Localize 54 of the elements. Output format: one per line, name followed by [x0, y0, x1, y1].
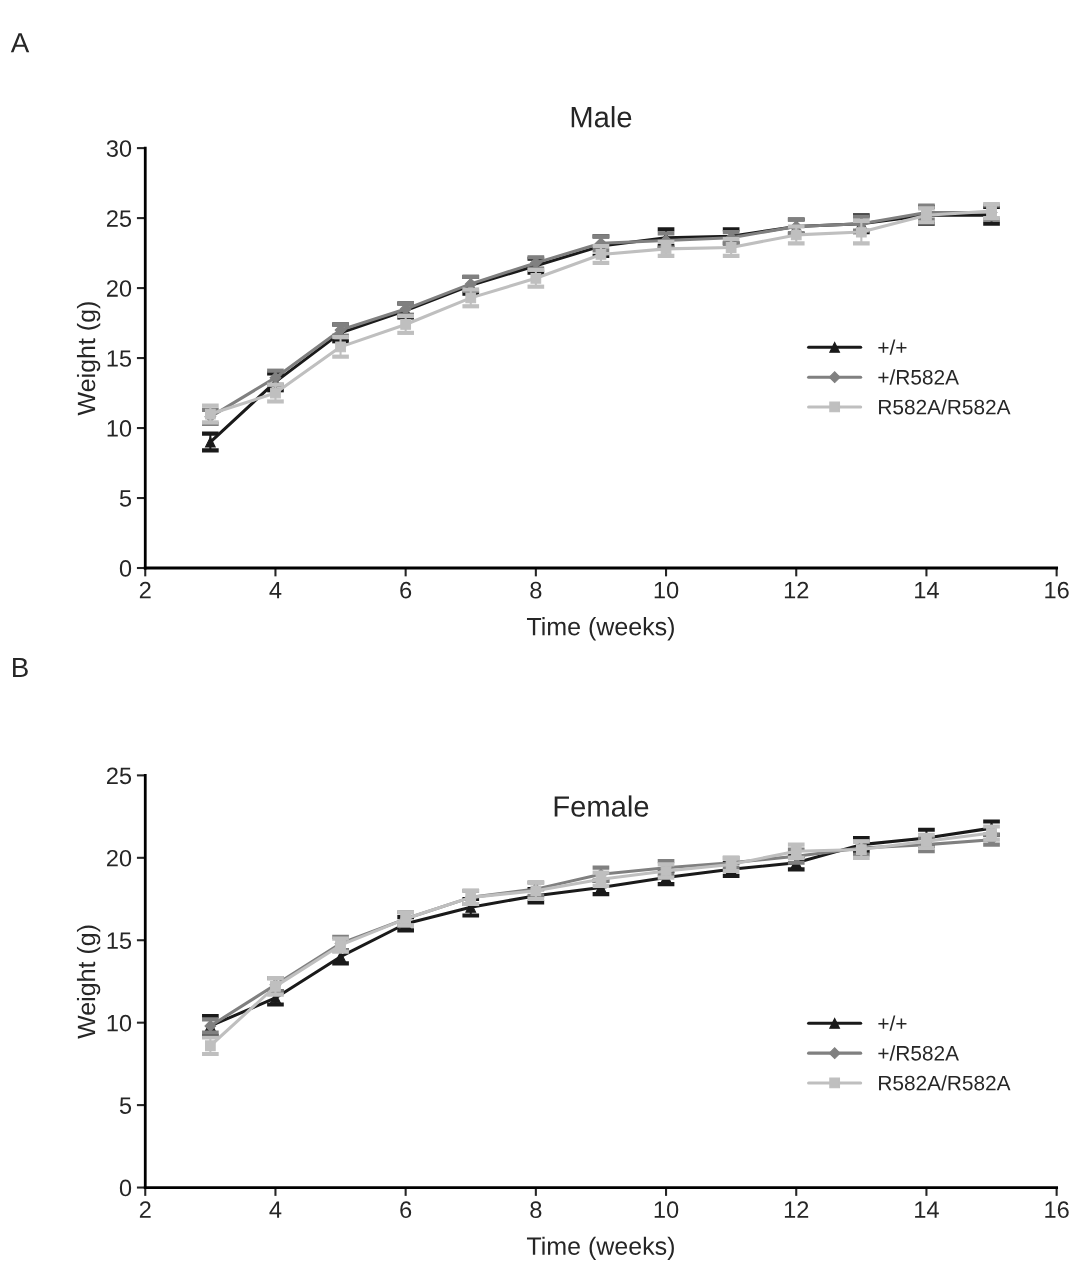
point [270, 387, 281, 399]
y-tick-label: 30 [106, 140, 132, 157]
x-tick-label: 4 [269, 1201, 282, 1218]
text: A [10, 33, 30, 53]
point [855, 226, 867, 238]
x-tick-label: 2 [139, 581, 151, 599]
text: Female [554, 795, 649, 817]
y-axis-title: Weight (g) [76, 302, 101, 416]
x-tick-label: 12 [784, 1201, 809, 1218]
point [595, 249, 607, 260]
y-tick-label: 15 [107, 932, 132, 950]
x-tick-label: 16 [1045, 581, 1069, 599]
y-tick-label: 10 [107, 420, 132, 437]
x-tick-label: 14 [915, 582, 939, 599]
y-tick-label: 5 [119, 490, 132, 507]
x-tick-label: 8 [530, 1201, 542, 1219]
chart-title: Male [571, 106, 632, 128]
x-tick-label: 16 [1045, 1201, 1069, 1219]
x-tick-label: 14 [915, 1201, 939, 1218]
text: B [13, 657, 28, 678]
y-axis-title: Weight (g) [76, 925, 101, 1039]
x-tick-label: 12 [784, 581, 809, 599]
x-tick-label: 4 [269, 582, 282, 599]
x-axis-title: Time (weeks) [526, 617, 674, 641]
y-tick-label: 25 [106, 210, 132, 227]
x-tick-label: 10 [654, 581, 679, 599]
legend-label: +/+ [878, 339, 907, 355]
legend-label: R582A/R582A [879, 399, 1011, 415]
y-tick-label: 20 [106, 280, 132, 297]
x-tick-label: 10 [654, 1201, 679, 1219]
point [530, 272, 542, 284]
y-tick-label: 5 [119, 1097, 132, 1114]
y-tick-label: 0 [119, 560, 132, 577]
point [204, 1040, 216, 1052]
point [400, 319, 412, 330]
y-tick-label: 20 [106, 849, 132, 867]
y-tick-label: 15 [107, 350, 132, 367]
point [335, 341, 346, 353]
point [465, 292, 477, 304]
legend-label: +/R582A [878, 1045, 959, 1061]
x-axis-title: Time (weeks) [526, 1236, 674, 1260]
point [204, 436, 216, 448]
x-tick-label: 8 [530, 581, 542, 599]
y-tick-label: 0 [119, 1179, 132, 1197]
point [790, 229, 802, 241]
point [725, 242, 737, 253]
x-tick-label: 6 [400, 1201, 412, 1219]
legend-label: +/R582A [878, 369, 959, 385]
y-tick-label: 10 [107, 1014, 132, 1032]
y-tick-label: 25 [106, 767, 132, 785]
x-tick-label: 2 [139, 1201, 151, 1218]
legend-label: +/+ [878, 1015, 907, 1031]
x-tick-label: 6 [400, 581, 412, 599]
legend-label: R582A/R582A [879, 1075, 1011, 1091]
